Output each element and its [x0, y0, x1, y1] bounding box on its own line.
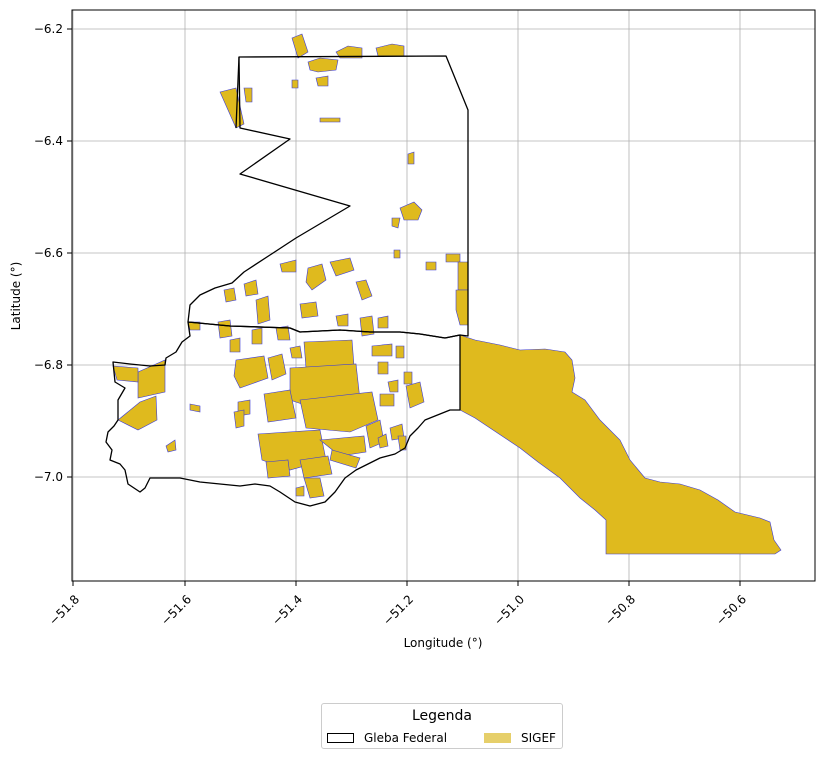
sigef-central-14 — [251, 327, 263, 345]
sigef-central-39 — [377, 433, 389, 449]
y-tick-label: −6.8 — [34, 358, 63, 372]
gleba-south-polygon — [105, 321, 461, 507]
x-tick-label: −50.8 — [602, 592, 638, 628]
sigef-east-strip-3 — [455, 289, 469, 326]
x-tick-label: −51.4 — [269, 592, 305, 628]
x-axis — [72, 581, 741, 586]
legend-title: Legenda — [411, 708, 472, 724]
gleba-north-inner-line — [235, 56, 240, 129]
sigef-north-parcel-10 — [407, 151, 415, 165]
sigef-central-5 — [223, 287, 237, 303]
plot-area — [72, 10, 815, 581]
sigef-central-30 — [403, 371, 413, 385]
sigef-central-3 — [279, 259, 297, 273]
sigef-west-parcel-4 — [165, 439, 177, 453]
sigef-central-23 — [299, 391, 379, 433]
sigef-central-34 — [329, 449, 361, 469]
sigef-central-20 — [233, 355, 269, 389]
sigef-central-28 — [379, 393, 395, 407]
sigef-north-parcel-9 — [319, 117, 341, 123]
sigef-central-24 — [263, 389, 297, 423]
legend-entry-gleba-federal: Gleba Federal — [327, 730, 447, 746]
sigef-central-17 — [289, 345, 303, 359]
legend-swatch-fill — [484, 733, 511, 743]
sigef-central-21 — [267, 353, 287, 381]
x-tick-label: −51.8 — [46, 592, 82, 628]
gleba-federal-outlines — [105, 55, 469, 507]
sigef-north-parcel-5 — [315, 75, 329, 87]
legend-entry-sigef: SIGEF — [484, 730, 556, 746]
y-tick-label: −6.2 — [34, 22, 63, 36]
sigef-north-parcel-8 — [291, 79, 299, 89]
sigef-central-15 — [275, 325, 291, 341]
sigef-central-35 — [299, 455, 333, 479]
sigef-north-parcel-1 — [291, 33, 309, 59]
sigef-west-parcel-5 — [189, 403, 201, 413]
sigef-central-41 — [397, 435, 407, 451]
sigef-central-4 — [243, 279, 259, 297]
sigef-central-8 — [335, 313, 349, 327]
sigef-central-26 — [233, 409, 245, 429]
sigef-central-36 — [265, 459, 291, 479]
sigef-west-parcel-3 — [117, 395, 158, 431]
x-tick-label: −51.0 — [491, 592, 527, 628]
plot-frame — [71, 9, 816, 582]
sigef-central-29 — [387, 379, 399, 393]
y-axis-label: Latitude (°) — [9, 262, 23, 331]
sigef-central-37 — [303, 477, 325, 499]
sigef-east-parcel — [459, 334, 782, 555]
y-axis — [67, 28, 72, 478]
sigef-west-parcel-1 — [137, 359, 166, 399]
sigef-central-16 — [303, 339, 355, 369]
sigef-central-18 — [371, 343, 393, 357]
y-tick-label: −6.4 — [34, 134, 63, 148]
x-axis-label: Longitude (°) — [404, 636, 483, 650]
sigef-central-9 — [355, 279, 373, 301]
legend-swatch-outline — [327, 733, 354, 743]
sigef-north-parcel-4 — [375, 43, 405, 57]
sigef-central-11 — [377, 315, 389, 329]
sigef-central-27 — [377, 361, 389, 375]
y-tick-label: −6.6 — [34, 246, 63, 260]
y-tick-labels: −6.2 −6.4 −6.6 −6.8 −7.0 — [34, 22, 63, 484]
y-tick-label: −7.0 — [34, 470, 63, 484]
sigef-central-10 — [359, 315, 375, 337]
sigef-central-2 — [329, 257, 355, 277]
x-tick-labels: −51.8 −51.6 −51.4 −51.2 −51.0 −50.8 −50.… — [46, 592, 749, 628]
sigef-parcels — [112, 33, 782, 555]
sigef-central-1 — [305, 263, 327, 291]
sigef-north-parcel-12 — [391, 217, 401, 229]
x-tick-label: −51.6 — [158, 592, 194, 628]
x-tick-label: −50.6 — [713, 592, 749, 628]
sigef-west-parcel-2 — [112, 365, 139, 383]
legend-label: Gleba Federal — [364, 731, 448, 745]
grid-lines — [72, 10, 815, 581]
sigef-central-13 — [229, 337, 241, 353]
sigef-central-31 — [405, 381, 425, 409]
sigef-north-parcel-7 — [243, 87, 253, 103]
legend-label: SIGEF — [521, 731, 556, 745]
sigef-central-19 — [395, 345, 405, 359]
sigef-east-strip-1 — [445, 253, 461, 263]
sigef-central-42 — [295, 485, 305, 497]
sigef-north-parcel-11 — [399, 201, 423, 221]
legend: Legenda Gleba Federal SIGEF — [321, 703, 563, 749]
sigef-central-12 — [217, 319, 233, 339]
sigef-east-strip-2 — [457, 261, 469, 291]
sigef-north-parcel-13 — [393, 249, 401, 259]
sigef-central-6 — [255, 295, 271, 325]
sigef-central-7 — [299, 301, 319, 319]
x-tick-label: −51.2 — [380, 592, 416, 628]
sigef-north-parcel-14 — [425, 261, 437, 271]
sigef-north-parcel-2 — [307, 57, 339, 73]
